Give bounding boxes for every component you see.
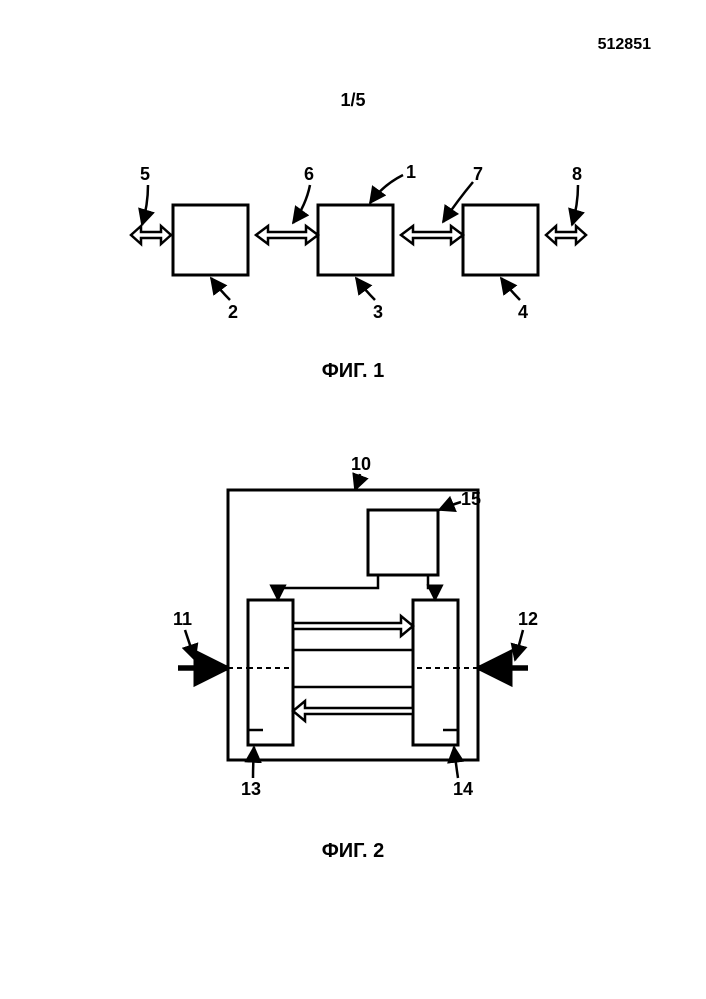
figure-1-caption: ФИГ. 1 — [0, 360, 706, 383]
fig1-label-4: 4 — [518, 302, 528, 322]
fig2-label-12: 12 — [518, 609, 538, 629]
fig2-box-13 — [248, 600, 293, 745]
figure-1-svg: 5 6 1 7 8 2 3 4 — [98, 150, 608, 330]
fig1-box-4 — [463, 205, 538, 275]
fig2-label-10: 10 — [351, 454, 371, 474]
fig2-box-15 — [368, 510, 438, 575]
page-number: 1/5 — [0, 90, 706, 111]
fig2-box-14 — [413, 600, 458, 745]
document-id: 512851 — [598, 36, 651, 54]
fig1-label-3: 3 — [373, 302, 383, 322]
fig1-label-2: 2 — [228, 302, 238, 322]
fig2-label-13: 13 — [241, 779, 261, 799]
fig2-label-15: 15 — [461, 489, 481, 509]
fig1-arrow-5 — [131, 226, 171, 244]
fig1-label-8: 8 — [572, 164, 582, 184]
page: 512851 1/5 5 6 — [0, 0, 706, 999]
fig1-box-2 — [173, 205, 248, 275]
fig2-label-14: 14 — [453, 779, 473, 799]
figure-2-svg: 10 15 11 12 13 14 — [123, 440, 583, 810]
fig1-label-6: 6 — [304, 164, 314, 184]
fig1-label-1: 1 — [406, 162, 416, 182]
fig1-arrow-8 — [546, 226, 586, 244]
figure-2: 10 15 11 12 13 14 — [123, 440, 583, 815]
figure-1: 5 6 1 7 8 2 3 4 — [98, 150, 608, 335]
fig2-label-11: 11 — [173, 609, 192, 629]
fig1-label-5: 5 — [140, 164, 150, 184]
figure-2-caption: ФИГ. 2 — [0, 840, 706, 863]
fig1-label-7: 7 — [473, 164, 483, 184]
fig1-box-3 — [318, 205, 393, 275]
fig1-arrow-7 — [401, 226, 463, 244]
fig1-arrow-6 — [256, 226, 318, 244]
